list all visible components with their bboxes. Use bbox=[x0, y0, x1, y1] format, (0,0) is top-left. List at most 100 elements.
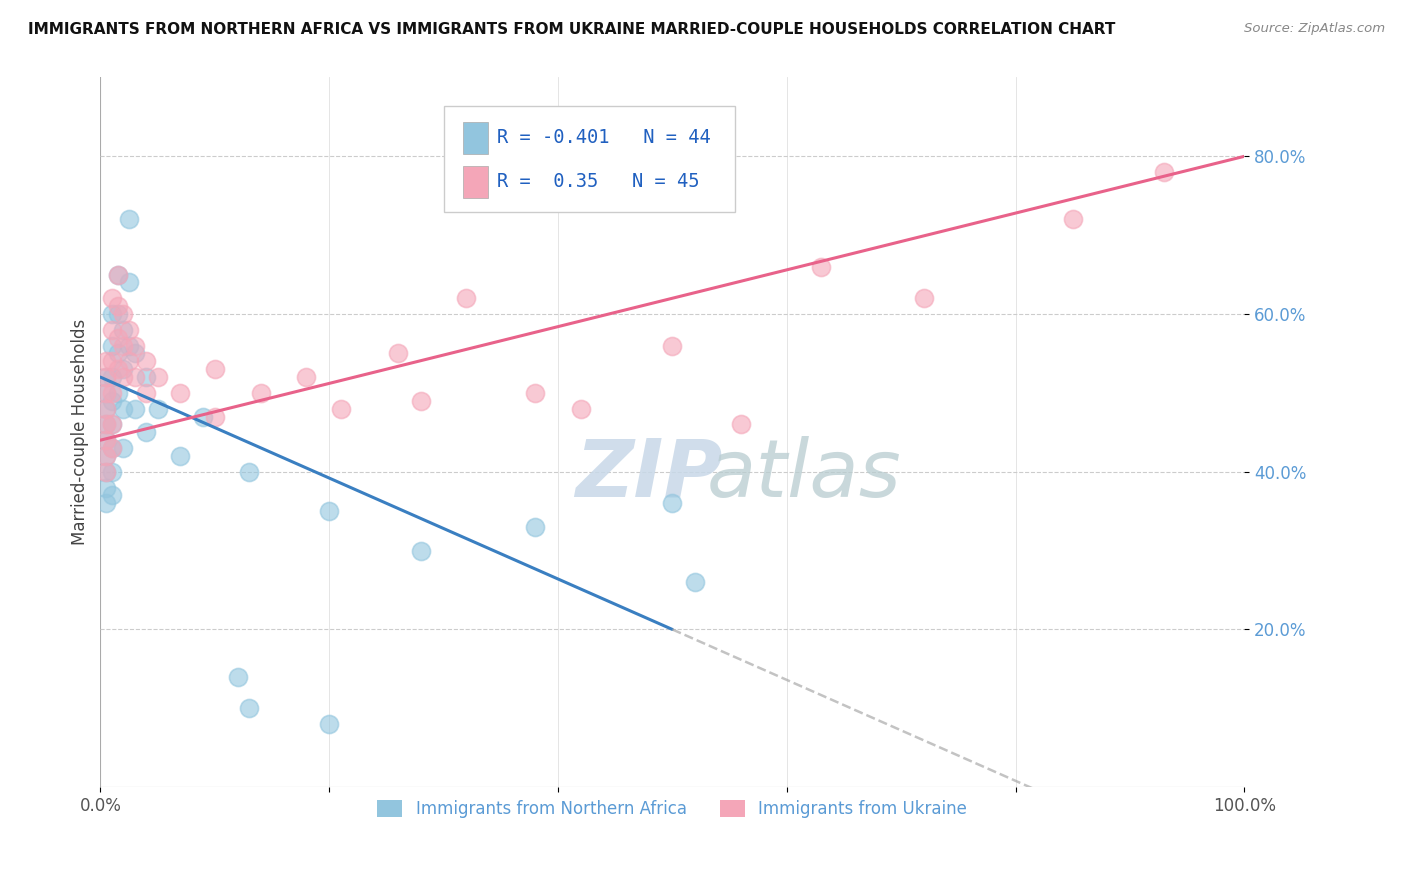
Point bbox=[912, 291, 935, 305]
Point bbox=[112, 338, 135, 352]
Point bbox=[1062, 212, 1084, 227]
Point bbox=[524, 385, 547, 400]
Point bbox=[94, 496, 117, 510]
Point bbox=[661, 496, 683, 510]
Point bbox=[94, 370, 117, 384]
Point bbox=[101, 441, 124, 455]
Point bbox=[112, 323, 135, 337]
Point bbox=[387, 346, 409, 360]
Point bbox=[135, 425, 157, 440]
Point bbox=[204, 409, 226, 424]
Point bbox=[107, 299, 129, 313]
Point bbox=[101, 291, 124, 305]
Point bbox=[101, 307, 124, 321]
Point bbox=[94, 449, 117, 463]
Point bbox=[118, 276, 141, 290]
Point bbox=[135, 370, 157, 384]
Point bbox=[118, 323, 141, 337]
Text: Source: ZipAtlas.com: Source: ZipAtlas.com bbox=[1244, 22, 1385, 36]
Point bbox=[661, 338, 683, 352]
Point bbox=[118, 354, 141, 368]
Point bbox=[107, 268, 129, 282]
Point bbox=[730, 417, 752, 432]
Point bbox=[810, 260, 832, 274]
Point bbox=[204, 362, 226, 376]
Point bbox=[249, 385, 271, 400]
Text: R =  0.35   N = 45: R = 0.35 N = 45 bbox=[498, 172, 700, 191]
Point bbox=[329, 401, 352, 416]
Point bbox=[124, 338, 146, 352]
Point bbox=[169, 449, 191, 463]
Point bbox=[238, 465, 260, 479]
Point bbox=[94, 465, 117, 479]
Point bbox=[101, 323, 124, 337]
Point bbox=[295, 370, 318, 384]
Point bbox=[94, 433, 117, 447]
Y-axis label: Married-couple Households: Married-couple Households bbox=[72, 319, 89, 545]
Point bbox=[112, 401, 135, 416]
Point bbox=[101, 385, 124, 400]
Text: R = -0.401   N = 44: R = -0.401 N = 44 bbox=[498, 128, 711, 147]
Point bbox=[101, 417, 124, 432]
Point bbox=[569, 401, 592, 416]
FancyBboxPatch shape bbox=[463, 122, 488, 153]
Point bbox=[101, 441, 124, 455]
Point bbox=[524, 520, 547, 534]
Point bbox=[94, 401, 117, 416]
Point bbox=[107, 362, 129, 376]
Point bbox=[118, 338, 141, 352]
Point bbox=[101, 338, 124, 352]
Point bbox=[94, 370, 117, 384]
Point bbox=[238, 701, 260, 715]
Point bbox=[124, 370, 146, 384]
Point bbox=[94, 449, 117, 463]
Point bbox=[124, 401, 146, 416]
Point bbox=[409, 393, 432, 408]
Point bbox=[101, 370, 124, 384]
Point bbox=[101, 393, 124, 408]
Point bbox=[193, 409, 215, 424]
Point bbox=[112, 362, 135, 376]
Point bbox=[318, 717, 340, 731]
Point bbox=[101, 417, 124, 432]
Point bbox=[135, 385, 157, 400]
Point bbox=[94, 465, 117, 479]
Point bbox=[101, 354, 124, 368]
Point bbox=[146, 370, 169, 384]
Point bbox=[226, 670, 249, 684]
Point bbox=[146, 401, 169, 416]
Point bbox=[94, 433, 117, 447]
Text: atlas: atlas bbox=[707, 436, 901, 514]
Point bbox=[118, 212, 141, 227]
Point bbox=[107, 346, 129, 360]
Point bbox=[456, 291, 478, 305]
Legend: Immigrants from Northern Africa, Immigrants from Ukraine: Immigrants from Northern Africa, Immigra… bbox=[371, 794, 974, 825]
Point bbox=[94, 417, 117, 432]
Point bbox=[107, 307, 129, 321]
Point bbox=[112, 441, 135, 455]
Point bbox=[112, 307, 135, 321]
Point bbox=[94, 401, 117, 416]
Point bbox=[94, 481, 117, 495]
Point bbox=[318, 504, 340, 518]
Point bbox=[409, 543, 432, 558]
Point bbox=[112, 370, 135, 384]
Point bbox=[124, 346, 146, 360]
Point bbox=[1153, 165, 1175, 179]
Point bbox=[169, 385, 191, 400]
Point bbox=[94, 385, 117, 400]
Text: ZIP: ZIP bbox=[575, 436, 723, 514]
Point bbox=[683, 575, 706, 590]
Point bbox=[101, 465, 124, 479]
Point bbox=[101, 488, 124, 502]
Point bbox=[107, 331, 129, 345]
FancyBboxPatch shape bbox=[463, 166, 488, 198]
Point bbox=[107, 268, 129, 282]
Point bbox=[107, 385, 129, 400]
Point bbox=[94, 385, 117, 400]
Point bbox=[94, 354, 117, 368]
Text: IMMIGRANTS FROM NORTHERN AFRICA VS IMMIGRANTS FROM UKRAINE MARRIED-COUPLE HOUSEH: IMMIGRANTS FROM NORTHERN AFRICA VS IMMIG… bbox=[28, 22, 1115, 37]
Point bbox=[94, 417, 117, 432]
Point bbox=[135, 354, 157, 368]
FancyBboxPatch shape bbox=[443, 106, 735, 212]
